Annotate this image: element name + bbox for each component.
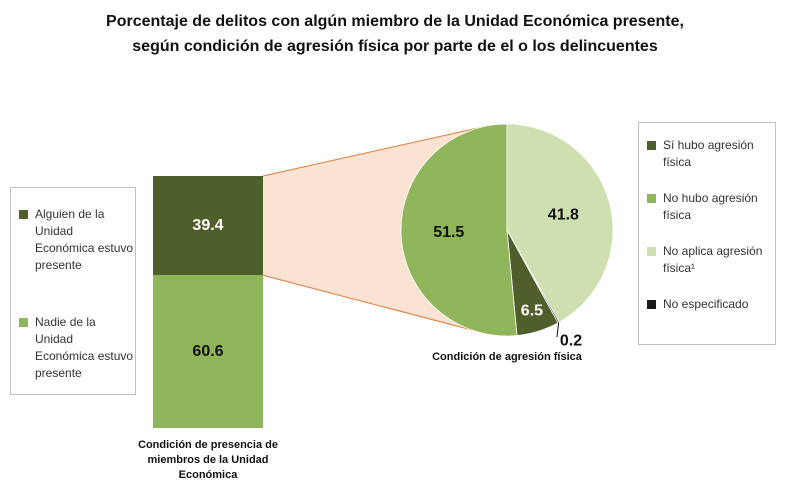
data-label: 0.2 <box>560 332 582 349</box>
connector-line <box>262 274 489 335</box>
legend-label: No hubo agresión física <box>663 191 758 222</box>
legend-entry: No aplica agresión física¹ <box>647 243 775 277</box>
bar-segment <box>153 275 263 428</box>
data-label: 6.5 <box>521 302 543 319</box>
legend-entry: Alguien de la Unidad Económica estuvo pr… <box>19 206 135 274</box>
chart-title: Porcentaje de delitos con algún miembro … <box>106 13 684 30</box>
legend-swatch <box>19 210 28 219</box>
legend-swatch <box>647 194 656 203</box>
legend-swatch <box>647 247 656 256</box>
legend-entry: Nadie de la Unidad Económica estuvo pres… <box>19 314 135 382</box>
legend: Alguien de la Unidad Económica estuvo pr… <box>10 187 136 395</box>
legend-label: Sí hubo agresión física <box>663 138 754 169</box>
legend-swatch <box>647 141 656 150</box>
legend-swatch <box>19 318 28 327</box>
data-label: 41.8 <box>548 206 579 223</box>
data-label: 60.6 <box>192 343 223 360</box>
legend-entry: No especificado <box>647 296 775 313</box>
legend-label: No aplica agresión física¹ <box>663 244 763 275</box>
legend-label: No especificado <box>663 297 749 311</box>
pie-slice <box>506 123 614 323</box>
connector-line <box>262 125 489 177</box>
chart-title: según condición de agresión física por p… <box>132 38 658 55</box>
legend-label: Nadie de la Unidad Económica estuvo pres… <box>35 315 134 380</box>
legend-swatch <box>647 300 656 309</box>
legend-entry: No hubo agresión física <box>647 190 775 224</box>
legend-label: Alguien de la Unidad Económica estuvo pr… <box>35 207 134 272</box>
x-axis-label: Condición de presencia de miembros de la… <box>138 439 278 481</box>
bar-segment <box>153 176 263 276</box>
legend-entry: Sí hubo agresión física <box>647 137 775 171</box>
leader-line <box>556 322 560 338</box>
pie-slice <box>400 123 518 337</box>
data-label: 39.4 <box>192 217 223 234</box>
legend: Sí hubo agresión física No hubo agresión … <box>638 122 776 345</box>
data-label: 51.5 <box>433 224 464 241</box>
x-axis-label: Condición de agresión física <box>432 351 582 363</box>
